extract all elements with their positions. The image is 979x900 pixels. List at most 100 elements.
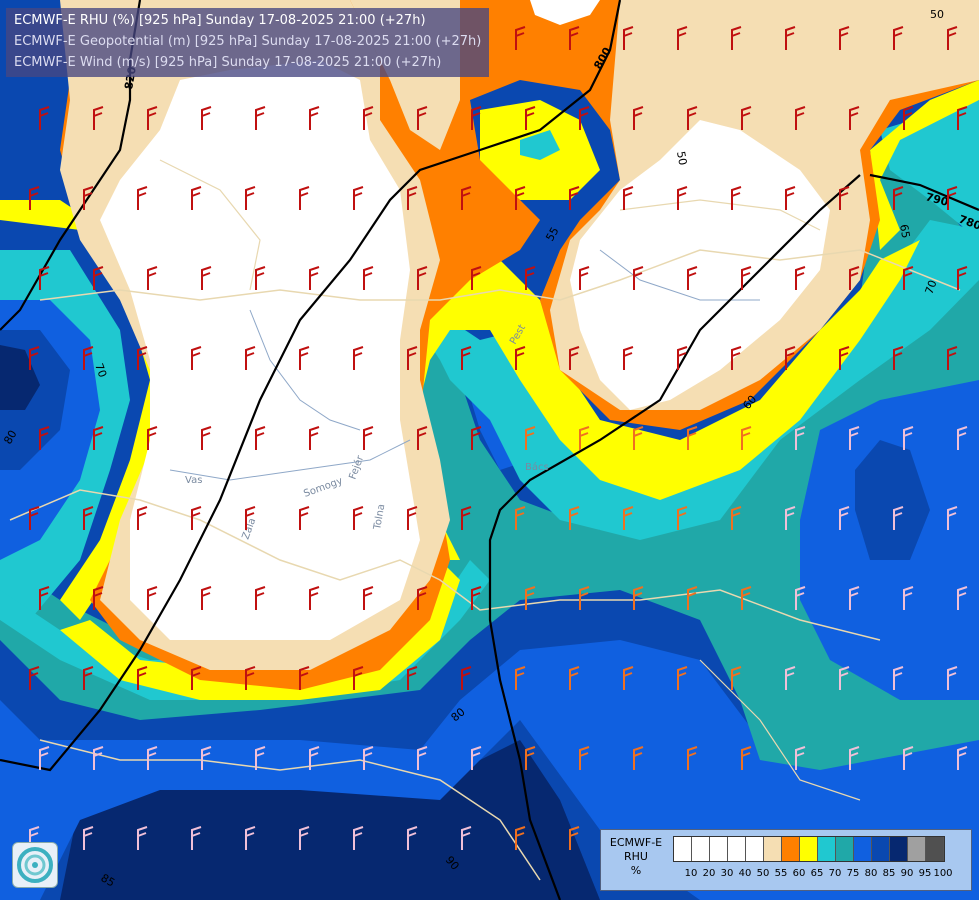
wind-barb [893,26,904,50]
wind-barb [407,506,418,530]
wind-barb [39,266,50,290]
wind-barb [363,586,374,610]
wind-barb [417,426,428,450]
wind-barb [893,506,904,530]
legend-tick-label: 55 [774,868,788,879]
wind-barb [731,26,742,50]
wind-barb [687,106,698,130]
wind-barb [579,426,590,450]
contour-label-geo-790: 790 [924,190,950,209]
rhu-legend: ECMWF-E RHU % 10 20 30 40 50 55 60 65 70 75 80 85 90… [600,829,972,891]
legend-tick-label: 70 [828,868,842,879]
wind-barb [623,186,634,210]
wind-barb [245,666,256,690]
wind-barb [93,586,104,610]
wind-barb [245,186,256,210]
border-line-4 [159,159,261,291]
wind-barb [731,666,742,690]
legend-tick-label: 60 [792,868,806,879]
wind-barb [849,106,860,130]
legend-swatch [710,837,728,861]
wind-barb [353,506,364,530]
border-line-5 [619,199,821,231]
wind-barb [633,106,644,130]
legend-swatch [692,837,710,861]
border-line-3 [39,739,541,881]
contour-label-rh-55: 55 [543,225,561,244]
wind-barb [785,26,796,50]
wind-barb [515,666,526,690]
header-line-wind: ECMWF-E Wind (m/s) [925 hPa] Sunday 17-0… [14,55,442,70]
border-line-1 [39,249,961,301]
legend-tick-label: 100 [933,868,953,879]
rh-75-area [0,150,979,770]
header-line-rhu: ECMWF-E RHU (%) [925 hPa] Sunday 17-08-2… [14,13,426,28]
wind-barb [569,346,580,370]
legend-swatch [674,837,692,861]
rh-90-area-west [0,345,40,410]
wind-barb [461,826,472,850]
wind-barb [407,666,418,690]
wind-barb [515,826,526,850]
wind-barb [795,586,806,610]
header-line-geopotential: ECMWF-E Geopotential (m) [925 hPa] Sunda… [14,34,482,49]
wind-barb [903,266,914,290]
wind-barb [623,666,634,690]
wind-barb [849,266,860,290]
wind-barb [741,426,752,450]
wind-barb [137,666,148,690]
wind-barb [795,746,806,770]
wind-barb [947,186,958,210]
wind-barb [569,186,580,210]
wind-barb [731,506,742,530]
wind-barb [461,666,472,690]
legend-swatch [782,837,800,861]
wind-barb [677,186,688,210]
legend-title-unit: % [630,864,642,877]
legend-tick-label: 30 [720,868,734,879]
wind-barb [569,26,580,50]
wind-barb [947,346,958,370]
wind-barb [839,26,850,50]
contour-label-rh-50a: 50 [930,8,944,21]
legend-title: ECMWF-E RHU % [603,836,669,878]
wind-barb [785,346,796,370]
wind-barb [677,506,688,530]
wind-barb [407,186,418,210]
wind-barb [957,746,968,770]
wind-barb [687,426,698,450]
wind-barb [245,506,256,530]
geopotential-line-800 [0,0,622,772]
wind-barb [903,586,914,610]
wind-barb [191,666,202,690]
wind-barb [93,106,104,130]
wind-barb [191,826,202,850]
wind-barb [525,746,536,770]
wind-barb [903,426,914,450]
wind-barb [137,346,148,370]
wind-barb [795,426,806,450]
rh-65-band-east [400,240,920,560]
legend-tick-label: 90 [900,868,914,879]
wind-barb [407,346,418,370]
meteo-logo [12,842,58,888]
wind-barb [687,586,698,610]
legend-tick-label: 85 [882,868,896,879]
wind-barb [147,106,158,130]
rh-50-area-north [530,0,600,25]
wind-barb [417,586,428,610]
wind-barb [245,346,256,370]
wind-barb [893,666,904,690]
legend-tick-label: 40 [738,868,752,879]
region-line-1 [169,439,411,481]
wind-barb [29,346,40,370]
legend-tick-label: 80 [864,868,878,879]
contour-label-rh-50b: 50 [674,150,689,166]
wind-barb [353,346,364,370]
wind-barb [137,826,148,850]
wind-barb [471,106,482,130]
wind-barb [363,426,374,450]
wind-barb [569,666,580,690]
wind-barb [569,826,580,850]
